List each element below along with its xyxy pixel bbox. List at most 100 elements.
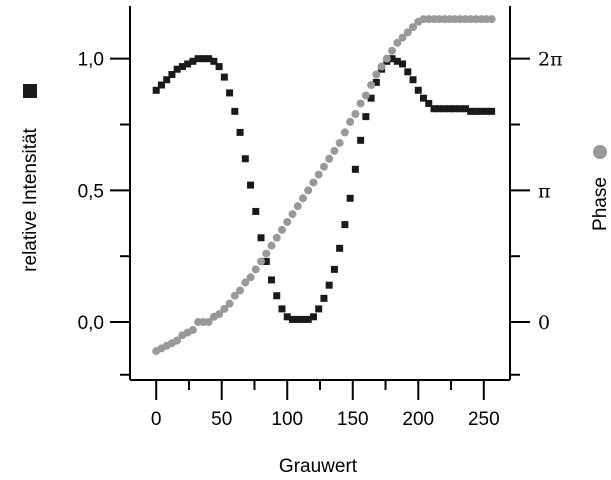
intensity-point [247, 181, 255, 189]
x-tick-label: 100 [271, 409, 303, 430]
intensity-point [420, 94, 428, 102]
intensity-point [168, 70, 176, 78]
intensity-point [409, 76, 417, 84]
intensity-point [309, 313, 317, 321]
phase-point [335, 138, 344, 147]
intensity-point [273, 292, 281, 300]
phase-point [403, 28, 412, 37]
intensity-point [346, 194, 354, 202]
left-y-axis-label: relative Intensität [20, 127, 41, 271]
phase-point [272, 233, 281, 242]
phase-point [236, 286, 245, 295]
x-tick-label: 200 [402, 409, 434, 430]
intensity-point [205, 55, 213, 63]
phase-point [377, 62, 386, 71]
x-tick-label: 0 [151, 409, 162, 430]
phase-point [351, 109, 360, 118]
intensity-point [430, 105, 438, 113]
phase-point [309, 178, 318, 187]
intensity-point [435, 105, 443, 113]
intensity-point [467, 107, 475, 115]
intensity-point [163, 76, 171, 84]
phase-point [230, 291, 239, 300]
phase-point [388, 46, 397, 55]
intensity-point [252, 207, 260, 215]
phase-point [325, 154, 334, 163]
phase-point [225, 299, 234, 308]
phase-point [346, 117, 355, 126]
intensity-point [199, 55, 207, 63]
intensity-point [315, 305, 323, 313]
intensity-point [446, 105, 454, 113]
intensity-point [173, 65, 181, 73]
phase-point [262, 249, 271, 258]
intensity-point [220, 73, 228, 81]
intensity-point [461, 105, 469, 113]
intensity-point [362, 113, 370, 121]
intensity-point [488, 107, 496, 115]
x-axis-label: Grauwert [279, 456, 358, 477]
right-y-tick-label: 0 [538, 312, 550, 334]
intensity-point [304, 315, 312, 323]
marks [152, 15, 496, 356]
phase-point [173, 336, 182, 345]
intensity-point [283, 313, 291, 321]
intensity-point [231, 107, 239, 115]
intensity-point [320, 294, 328, 302]
phase-point [204, 318, 213, 327]
intensity-point [262, 257, 270, 265]
x-tick-label: 50 [211, 409, 232, 430]
intensity-point [451, 105, 459, 113]
phase-point [278, 225, 286, 234]
phase-point [398, 33, 407, 42]
ticks: 0 50 100 150 200 250 0,0 0,5 1,0 0 π 2π [78, 49, 563, 430]
intensity-point [482, 107, 490, 115]
intensity-point [414, 86, 422, 94]
phase-point [372, 70, 381, 79]
intensity-point [184, 60, 192, 68]
phase-point [283, 217, 292, 226]
phase-point [304, 186, 313, 195]
left-y-tick-label: 1,0 [78, 50, 104, 71]
intensity-point [194, 55, 202, 63]
intensity-point [278, 305, 286, 313]
intensity-point [210, 57, 218, 65]
intensity-point [157, 81, 165, 89]
phase-point [257, 257, 266, 266]
intensity-point [299, 315, 307, 323]
phase-point [367, 81, 376, 90]
intensity-point [236, 128, 244, 136]
intensity-point [425, 99, 433, 107]
phase-point [288, 210, 297, 219]
intensity-point [257, 234, 265, 242]
phase-legend-marker [593, 145, 607, 159]
phase-point [487, 15, 496, 24]
intensity-point [336, 244, 344, 252]
phase-point [314, 170, 323, 179]
intensity-point [288, 315, 296, 323]
x-tick-label: 150 [337, 409, 369, 430]
intensity-point [388, 55, 396, 63]
right-y-axis-label: Phase [590, 177, 611, 231]
phase-point [246, 273, 255, 282]
phase-point [188, 325, 197, 334]
intensity-point [215, 63, 223, 71]
intensity-point [472, 107, 480, 115]
phase-point [409, 23, 418, 32]
intensity-point [367, 94, 375, 102]
phase-point [361, 91, 370, 100]
right-y-axis-label-group: Phase [590, 145, 611, 231]
intensity-point [440, 105, 448, 113]
phase-point [330, 146, 339, 155]
phase-point [298, 194, 307, 203]
left-y-axis-label-group: relative Intensität [20, 84, 41, 272]
intensity-point [399, 60, 407, 68]
intensity-point [226, 89, 234, 97]
intensity-point [178, 63, 186, 71]
phase-point [251, 265, 260, 274]
phase-point [267, 241, 276, 250]
phase-point [356, 99, 365, 108]
intensity-legend-marker [23, 84, 37, 98]
phase-point [340, 128, 349, 137]
